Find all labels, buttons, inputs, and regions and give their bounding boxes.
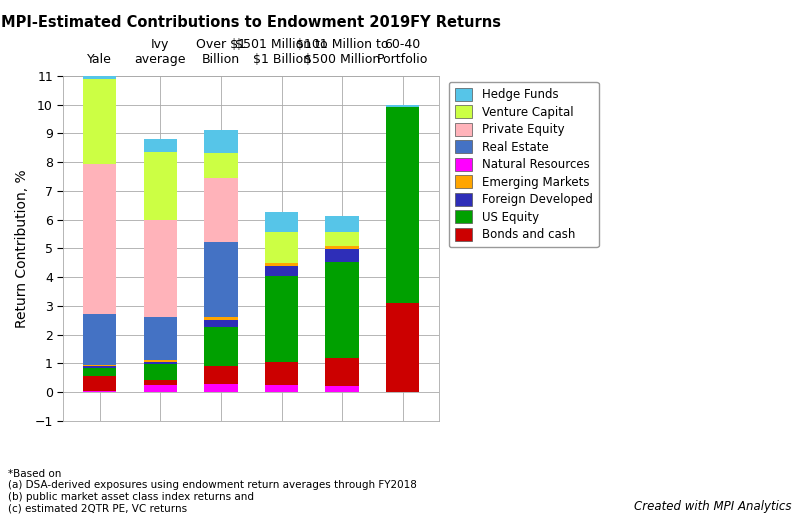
Bar <box>265 362 298 385</box>
Bar <box>83 391 116 392</box>
Bar <box>204 130 238 153</box>
Bar <box>265 266 298 276</box>
Bar <box>326 385 358 392</box>
Bar <box>326 216 358 232</box>
Bar <box>265 233 298 263</box>
Y-axis label: Return Contribution, %: Return Contribution, % <box>15 169 29 328</box>
Bar <box>386 105 419 107</box>
Bar <box>326 359 358 385</box>
Bar <box>204 153 238 178</box>
Bar <box>204 178 238 242</box>
Bar <box>204 366 238 384</box>
Bar <box>144 380 177 385</box>
Bar <box>144 139 177 152</box>
Bar <box>144 219 177 317</box>
Bar <box>144 362 177 364</box>
Legend: Hedge Funds, Venture Capital, Private Equity, Real Estate, Natural Resources, Em: Hedge Funds, Venture Capital, Private Eq… <box>449 82 598 247</box>
Bar <box>144 360 177 362</box>
Bar <box>265 276 298 362</box>
Bar <box>83 367 116 376</box>
Bar <box>83 366 116 367</box>
Bar <box>326 232 358 246</box>
Bar <box>265 213 298 233</box>
Bar <box>144 317 177 360</box>
Text: *Based on
(a) DSA-derived exposures using endowment return averages through FY20: *Based on (a) DSA-derived exposures usin… <box>8 469 417 513</box>
Bar <box>204 384 238 392</box>
Bar <box>204 320 238 327</box>
Bar <box>265 263 298 266</box>
Title: MPI-Estimated Contributions to Endowment 2019FY Returns: MPI-Estimated Contributions to Endowment… <box>2 15 502 30</box>
Bar <box>204 317 238 320</box>
Bar <box>386 107 419 303</box>
Bar <box>204 327 238 366</box>
Bar <box>83 314 116 365</box>
Bar <box>144 385 177 392</box>
Bar <box>83 164 116 314</box>
Bar <box>83 74 116 79</box>
Bar <box>265 385 298 392</box>
Bar <box>144 152 177 219</box>
Bar <box>83 365 116 366</box>
Bar <box>204 242 238 317</box>
Bar <box>326 246 358 249</box>
Bar <box>83 79 116 164</box>
Bar <box>144 364 177 380</box>
Bar <box>326 249 358 262</box>
Bar <box>326 262 358 359</box>
Text: Created with MPI Analytics: Created with MPI Analytics <box>634 501 792 513</box>
Bar <box>83 376 116 391</box>
Bar <box>386 303 419 392</box>
